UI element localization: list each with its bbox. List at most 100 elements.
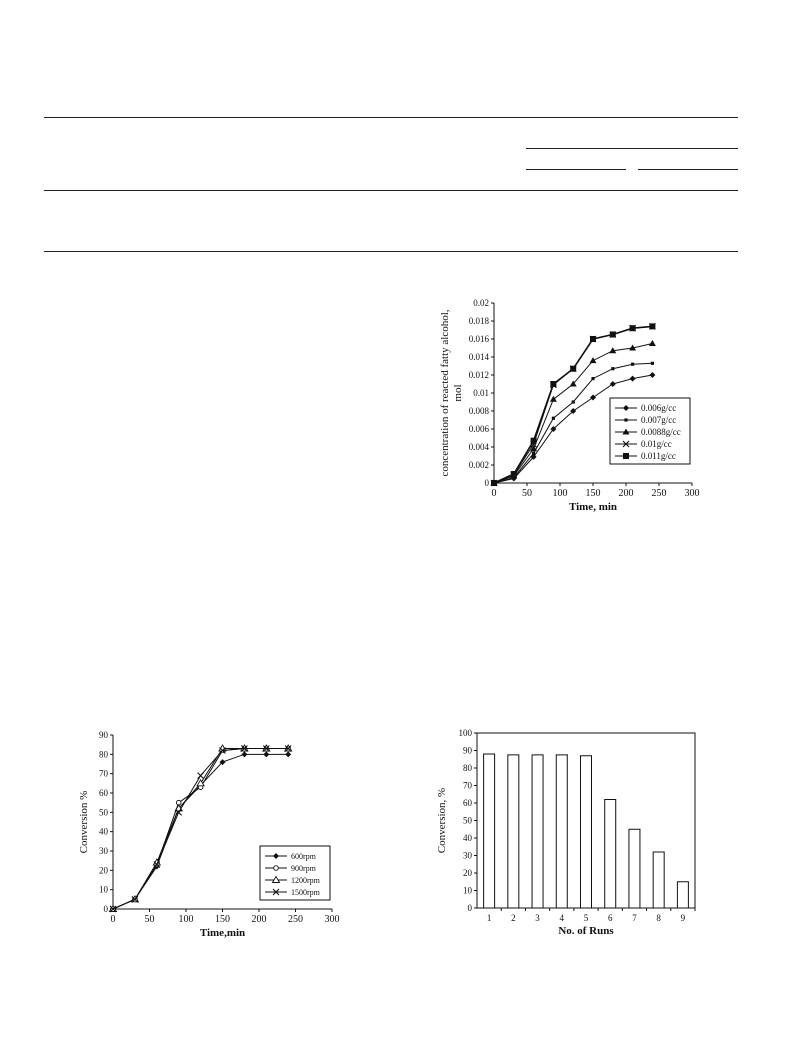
- y-tick-label: 30: [99, 846, 109, 856]
- legend-marker: [622, 428, 630, 435]
- bar-run-3: [531, 754, 544, 909]
- legend-box: [259, 845, 331, 901]
- y-tick-label: 0.004: [469, 442, 490, 452]
- legend-label: 0.006g/cc: [641, 403, 676, 413]
- series-1500rpm: [109, 745, 292, 913]
- data-point: [219, 747, 226, 754]
- data-point: [241, 751, 248, 758]
- data-point: [609, 331, 616, 338]
- data-point: [590, 394, 596, 401]
- y-tick-label: 0.006: [469, 424, 490, 434]
- data-point: [649, 323, 656, 330]
- table-subgroup-rule-right: [638, 169, 738, 170]
- y-tick-label: 100: [459, 728, 473, 738]
- x-tick-label: 250: [652, 488, 667, 499]
- y-tick-label: 30: [463, 851, 473, 861]
- data-point: [219, 759, 226, 766]
- x-tick-label: 300: [685, 488, 700, 499]
- y-tick-label: 0: [468, 903, 473, 913]
- data-point: [530, 453, 537, 460]
- bar-run-6: [604, 799, 617, 909]
- y-tick-label: 40: [99, 827, 109, 837]
- data-point: [285, 751, 292, 758]
- legend-label: 1200rpm: [291, 876, 321, 885]
- table-bottom-rule: [44, 251, 738, 252]
- legend-label: 900rpm: [291, 864, 317, 873]
- x-tick-label: 50: [522, 488, 532, 499]
- data-point: [196, 778, 205, 787]
- legend-marker: [623, 453, 629, 459]
- bar-run-9: [676, 881, 689, 909]
- data-point: [510, 471, 517, 477]
- data-point: [175, 808, 183, 816]
- x-axis-title: No. of Runs: [558, 925, 614, 937]
- data-point: [629, 325, 636, 332]
- bar-run-2: [507, 754, 520, 909]
- legend-label: 600rpm: [291, 852, 317, 861]
- y-tick-label: 0.016: [469, 334, 490, 344]
- data-point: [530, 437, 537, 444]
- y-axis-title: Conversion %: [78, 791, 90, 854]
- data-point: [609, 381, 616, 387]
- y-tick-label: 0.002: [469, 460, 489, 470]
- x-tick-label: 200: [252, 914, 267, 925]
- data-point: [629, 375, 636, 382]
- conversion-rpm-chart: 0 10 20 30 40 50 60 70 80 90 0 50 100 150 200 250 300 Tim…: [78, 730, 340, 939]
- data-point: [631, 362, 635, 366]
- x-axis-title: Time,min: [200, 927, 245, 939]
- y-axis-title: concentration of reacted fatty alcohol,: [439, 309, 451, 476]
- data-point: [570, 365, 577, 372]
- x-tick-label: 3: [535, 913, 540, 923]
- y-tick-label: 70: [99, 769, 109, 779]
- data-point: [649, 372, 656, 378]
- y-tick-label: 80: [463, 763, 473, 773]
- x-axis-title: Time, min: [569, 501, 617, 513]
- legend-label: 0.0088g/cc: [641, 427, 681, 437]
- y-tick-label: 10: [463, 886, 473, 896]
- bar-run-5: [580, 755, 592, 909]
- x-tick-label: 100: [553, 488, 568, 499]
- x-tick-label: 200: [619, 488, 634, 499]
- legend-marker: [272, 888, 280, 896]
- y-tick-label: 60: [463, 798, 473, 808]
- data-point: [611, 367, 615, 371]
- bar-run-8: [652, 851, 665, 909]
- y-tick-label: 0.008: [469, 406, 490, 416]
- bar-run-4: [555, 754, 568, 909]
- y-tick-label: 0.018: [469, 316, 490, 326]
- y-tick-label: 90: [99, 730, 109, 740]
- x-tick-label: 0: [111, 914, 116, 925]
- legend-marker: [622, 440, 630, 448]
- data-point: [551, 416, 555, 420]
- data-point: [549, 395, 557, 402]
- data-point: [569, 380, 577, 387]
- data-point: [550, 426, 557, 432]
- table-top-rule: [44, 117, 738, 118]
- legend-label: 0.007g/cc: [641, 415, 676, 425]
- data-point: [262, 745, 270, 752]
- x-tick-label: 8: [656, 913, 661, 923]
- y-tick-label: 0: [485, 478, 490, 488]
- legend-marker: [273, 865, 279, 871]
- y-tick-label: 40: [463, 833, 473, 843]
- x-tick-label: 150: [215, 914, 230, 925]
- y-tick-label: 0.012: [469, 370, 489, 380]
- data-point: [131, 895, 139, 903]
- legend-marker: [273, 853, 279, 859]
- y-tick-label: 50: [99, 807, 109, 817]
- x-tick-label: 300: [325, 914, 340, 925]
- conversion-runs-chart: 0 10 20 30 40 50 60 70 80 90 100 1 2 3 4 5 6 7 8 9 No. of Ru…: [436, 728, 696, 937]
- y-tick-label: 20: [99, 865, 109, 875]
- bar-run-7: [628, 828, 641, 909]
- series-0.011g/cc: [491, 323, 656, 486]
- x-tick-label: 7: [632, 913, 637, 923]
- data-point: [591, 377, 595, 381]
- table-group-rule: [526, 148, 738, 149]
- x-tick-label: 2: [511, 913, 515, 923]
- x-tick-label: 50: [145, 914, 155, 925]
- data-point: [648, 340, 656, 346]
- data-point: [532, 451, 536, 455]
- bar-run-1: [483, 753, 496, 909]
- data-point: [284, 745, 292, 752]
- legend-label: 0.011g/cc: [641, 451, 676, 461]
